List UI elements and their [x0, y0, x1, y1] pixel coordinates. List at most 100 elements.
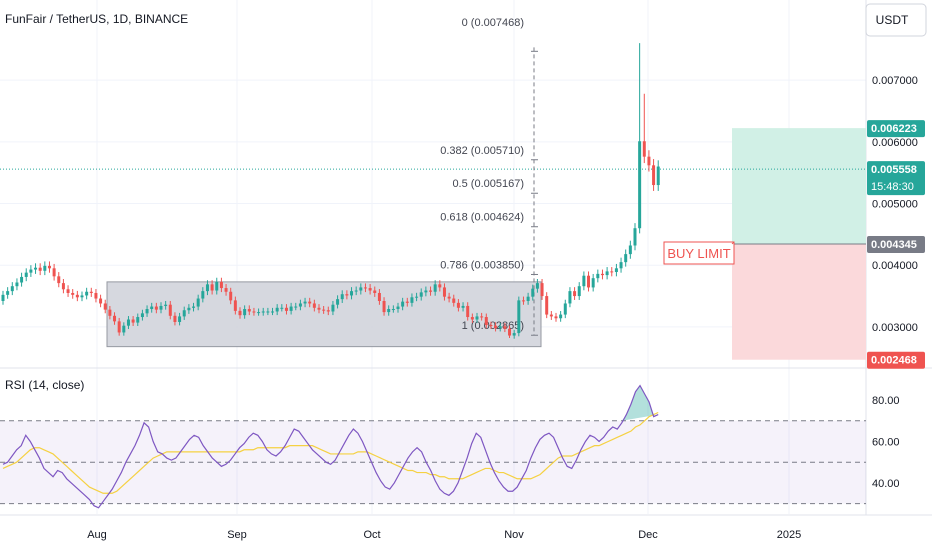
- current-price-tag-countdown: 15:48:30: [871, 181, 914, 193]
- fib-level-label: 0.5 (0.005167): [452, 178, 524, 190]
- candle-body: [498, 326, 502, 329]
- candle-body: [336, 299, 340, 305]
- candle-body: [136, 317, 140, 323]
- candle-body: [168, 304, 172, 316]
- candle-body: [275, 307, 279, 312]
- candle-body: [20, 276, 24, 283]
- candle-body: [75, 294, 79, 298]
- candle-body: [475, 316, 479, 320]
- candle-body: [196, 298, 200, 307]
- candle-body: [57, 276, 61, 284]
- candle-body: [573, 291, 577, 297]
- candle-body: [108, 309, 112, 316]
- candle-body: [66, 289, 70, 293]
- take-profit-tag-bg: [867, 120, 925, 138]
- candle-body: [429, 290, 433, 292]
- candle-body: [545, 296, 549, 315]
- candle-body: [410, 297, 414, 303]
- candle-body: [563, 303, 567, 315]
- candle-body: [508, 328, 512, 336]
- stop-loss-tag-bg: [867, 351, 925, 369]
- time-tick-label: Oct: [363, 529, 380, 541]
- candle-body: [247, 309, 251, 312]
- candle-body: [252, 311, 256, 313]
- buy-limit-frame[interactable]: [663, 241, 735, 265]
- candle-body: [80, 295, 84, 298]
- candle-body: [350, 291, 354, 296]
- time-axis[interactable]: Aug Sep Oct Nov Dec 2025: [87, 529, 801, 541]
- candle-body: [99, 298, 103, 304]
- candle-body: [415, 296, 419, 298]
- consolidation-range-box[interactable]: [106, 281, 542, 348]
- currency-button[interactable]: USDT: [865, 3, 927, 37]
- buy-limit-order[interactable]: BUY LIMIT: [663, 241, 735, 265]
- profit-zone[interactable]: [732, 128, 866, 244]
- range-box-layer: [106, 281, 542, 348]
- current-price-tag-bg: [867, 161, 925, 196]
- position-layer: BUY LIMIT: [0, 128, 866, 360]
- symbol-title: FunFair / TetherUS, 1D, BINANCE: [5, 12, 188, 26]
- current-price-tag[interactable]: 0.005558 15:48:30: [867, 161, 925, 196]
- candle-body: [150, 306, 154, 310]
- candle-body: [89, 291, 93, 293]
- candle-body: [117, 321, 121, 333]
- candle-body: [652, 165, 656, 186]
- candle-body: [642, 141, 646, 157]
- candle-body: [535, 283, 539, 289]
- candle-body: [229, 291, 233, 301]
- candle-body: [192, 306, 196, 308]
- candle-body: [24, 272, 28, 277]
- candle-body: [47, 265, 51, 269]
- price-tick-label: 0.005000: [872, 199, 918, 211]
- loss-zone[interactable]: [732, 243, 866, 360]
- candle-body: [131, 319, 135, 323]
- candle-body: [373, 290, 377, 293]
- candle-body: [205, 284, 209, 292]
- candle-body: [271, 311, 275, 313]
- candle-body: [540, 283, 544, 297]
- candlestick-series: [1, 43, 660, 339]
- candle-body: [484, 317, 488, 326]
- candle-body: [549, 314, 553, 317]
- candle-body: [461, 305, 465, 308]
- candle-body: [377, 292, 381, 302]
- candle-body: [43, 265, 47, 271]
- candle-body: [322, 309, 326, 311]
- candle-body: [363, 287, 367, 289]
- candle-body: [289, 306, 293, 311]
- rsi-ma-line: [2, 411, 659, 494]
- price-axis[interactable]: 0.003000 0.004000 0.005000 0.006000 0.007000…: [867, 75, 925, 490]
- candle-body: [345, 294, 349, 296]
- buy-limit-connector: [731, 241, 735, 245]
- entry-price-tag[interactable]: 0.004345: [867, 235, 925, 253]
- candle-body: [628, 245, 632, 255]
- candle-body: [243, 309, 247, 316]
- candle-body: [494, 325, 498, 329]
- candle-body: [312, 303, 316, 308]
- fib-level-label: 0.382 (0.005710): [440, 145, 524, 157]
- candle-body: [442, 287, 446, 297]
- price-tick-label: 0.004000: [872, 260, 918, 272]
- candle-body: [210, 284, 214, 291]
- candle-body: [587, 275, 591, 288]
- rsi-line: [2, 384, 659, 509]
- take-profit-tag-value: 0.006223: [871, 123, 917, 135]
- candle-body: [624, 254, 628, 263]
- candle-body: [521, 300, 525, 302]
- fibonacci-retracement[interactable]: 0 (0.007468) 0.382 (0.005710) 0.5 (0.00516…: [440, 17, 538, 336]
- rsi-overbought-fill: [621, 385, 659, 421]
- candle-body: [405, 301, 409, 303]
- candle-body: [154, 306, 158, 310]
- candle-body: [656, 166, 660, 186]
- candle-body: [354, 290, 358, 292]
- stop-loss-tag[interactable]: 0.002468: [867, 351, 925, 369]
- candle-body: [391, 309, 395, 311]
- take-profit-tag[interactable]: 0.006223: [867, 120, 925, 138]
- candle-body: [577, 286, 581, 297]
- candle-body: [331, 304, 335, 312]
- candle-body: [34, 267, 38, 270]
- rsi-title: RSI (14, close): [5, 378, 84, 392]
- currency-button-frame[interactable]: [865, 3, 927, 37]
- candle-body: [182, 310, 186, 317]
- candle-body: [164, 304, 168, 306]
